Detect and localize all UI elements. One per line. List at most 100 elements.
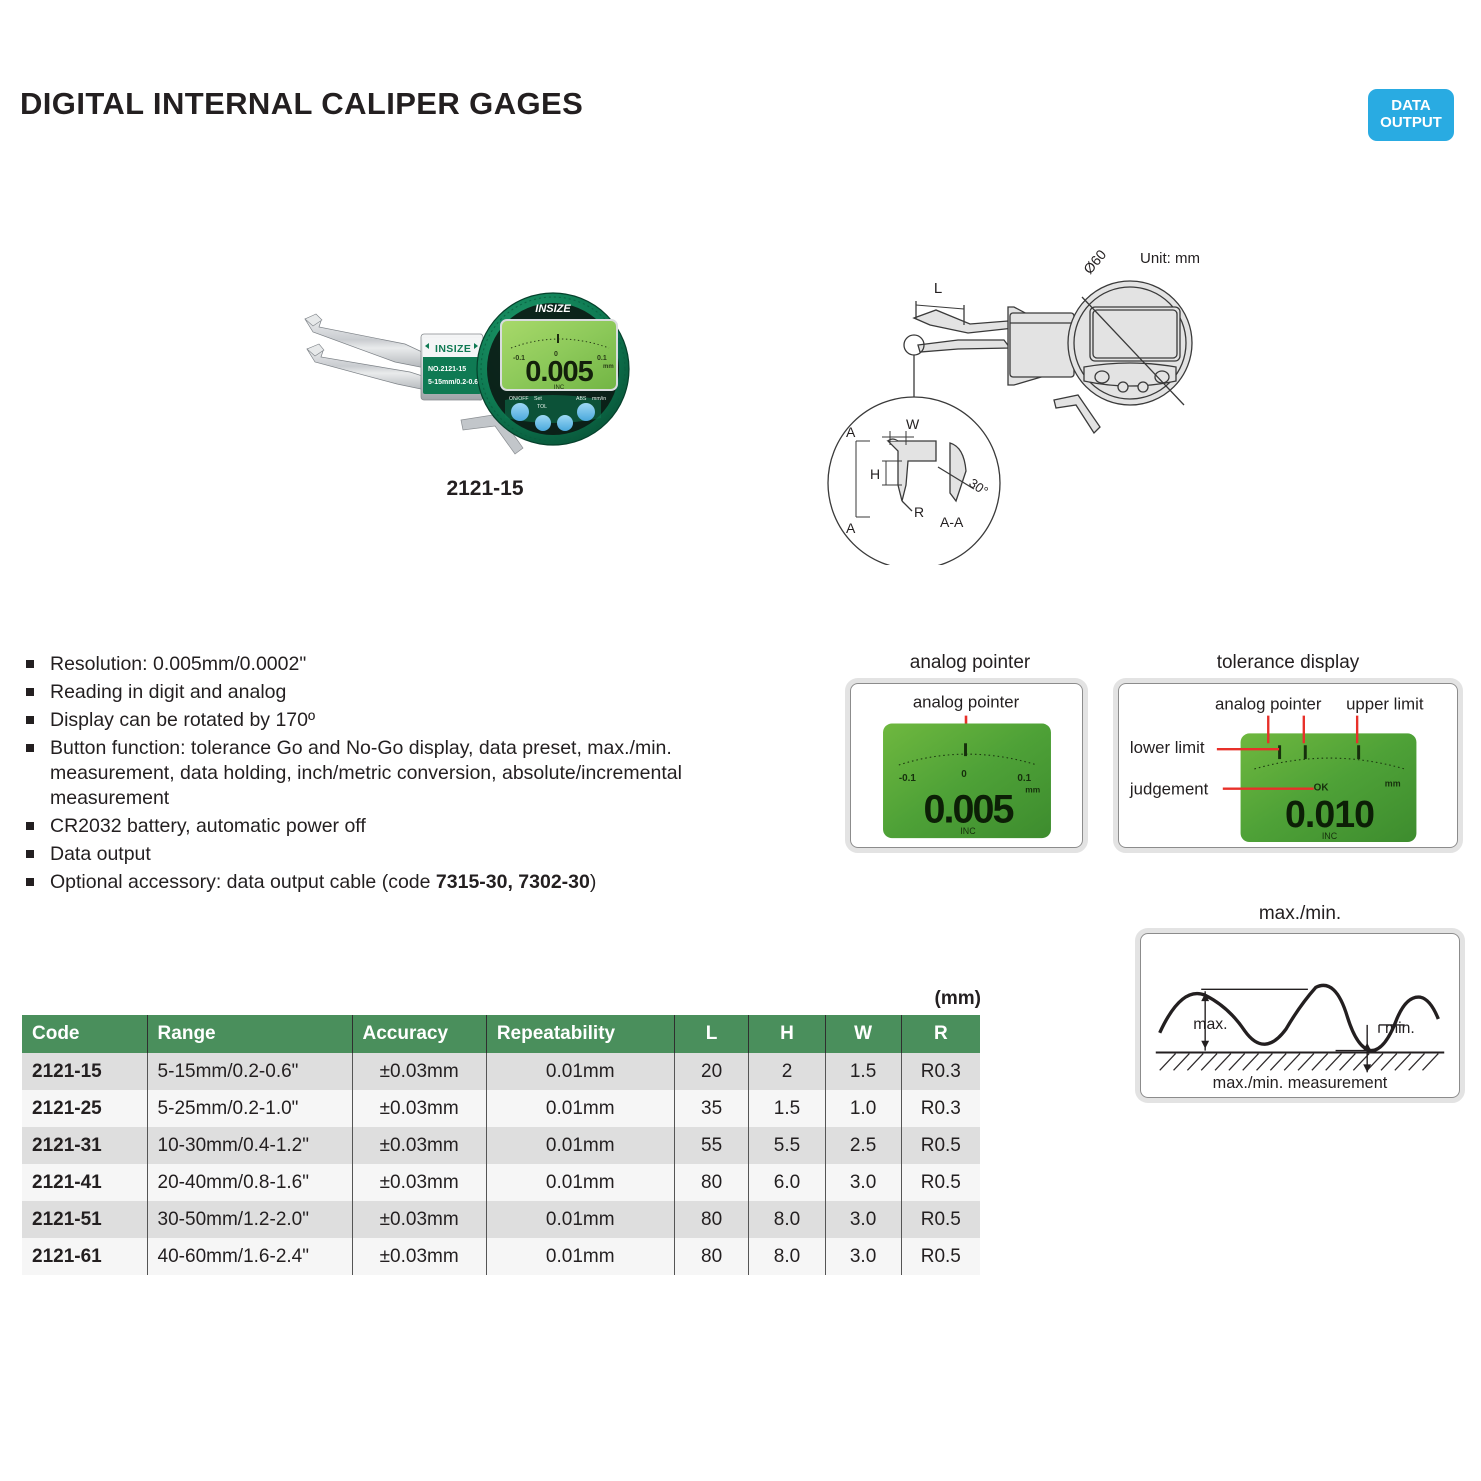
col-h: H (748, 1015, 826, 1053)
cell-repeatability: 0.01mm (486, 1164, 675, 1201)
feature-text: Resolution: 0.005mm/0.0002" (50, 653, 307, 675)
bullet-icon (26, 660, 34, 668)
bullet-icon (26, 744, 34, 752)
feature-text-optional: Optional accessory: data output cable (c… (50, 871, 597, 893)
feature-item: CR2032 battery, automatic power off (22, 814, 702, 839)
analog-panel-title: analog pointer (909, 652, 1031, 673)
feature-item: Optional accessory: data output cable (c… (22, 870, 702, 895)
col-repeatability: Repeatability (486, 1015, 675, 1053)
cell-w: 1.0 (825, 1090, 902, 1127)
cell-l: 80 (674, 1164, 750, 1201)
cell-r: R0.3 (920, 1097, 961, 1119)
tolerance-lcd-value: 0.010 (1285, 793, 1374, 835)
table-row: 2121-51 30-50mm/1.2-2.0" ±0.03mm 0.01mm … (22, 1201, 980, 1238)
body-label-range: 5-15mm/0.2-0.6" (428, 379, 482, 386)
spec-table: Code Range Accuracy Repeatability L H W … (22, 1015, 980, 1275)
angle-label: 30° (966, 475, 991, 499)
cell-l: 80 (674, 1201, 750, 1238)
col-accuracy: Accuracy (352, 1015, 487, 1053)
tolerance-panel-title: tolerance display (1216, 652, 1360, 673)
feature-item: Data output (22, 842, 702, 867)
cell-h: 5.5 (748, 1127, 826, 1164)
page-title: DIGITAL INTERNAL CALIPER GAGES (20, 86, 584, 121)
svg-text:INSIZE: INSIZE (535, 303, 571, 315)
dim-H: H (870, 466, 880, 482)
cell-accuracy: ±0.03mm (352, 1238, 487, 1275)
section-label: A-A (940, 514, 964, 530)
cell-code: 2121-25 (22, 1090, 148, 1127)
col-l: L (674, 1015, 750, 1053)
cell-code: 2121-15 (22, 1053, 148, 1090)
cell-l: 35 (674, 1090, 750, 1127)
cell-w: 3.0 (825, 1238, 902, 1275)
maxmin-panel: max. min. max./min. measurement (1135, 928, 1465, 1103)
tolerance-callout-lower: lower limit (1130, 738, 1205, 757)
analog-panel-inner: analog pointer -0.1 0 0.1 mm 0.005 INC (850, 683, 1083, 848)
analog-lcd-mode: INC (960, 826, 976, 836)
cell-l: 20 (674, 1053, 750, 1090)
profile-wave (1158, 983, 1440, 1053)
tolerance-lcd-mode: INC (1322, 831, 1338, 841)
cell-range: 30-50mm/1.2-2.0" (147, 1201, 353, 1238)
svg-text:0: 0 (554, 351, 558, 358)
svg-text:-0.1: -0.1 (513, 355, 525, 362)
svg-text:ABS: ABS (576, 396, 587, 402)
svg-text:0.1: 0.1 (597, 355, 607, 362)
tolerance-callout-judgement: judgement (1129, 780, 1209, 799)
maxmin-panel-title: max./min. (1258, 903, 1342, 924)
cell-h: 8.0 (748, 1201, 826, 1238)
maxmin-caption: max./min. measurement (1213, 1074, 1388, 1092)
cell-range: 40-60mm/1.6-2.4" (147, 1238, 353, 1275)
dim-W: W (906, 416, 920, 432)
cell-accuracy: ±0.03mm (352, 1053, 487, 1090)
table-body: 2121-15 5-15mm/0.2-0.6" ±0.03mm 0.01mm 2… (22, 1053, 980, 1275)
col-w: W (825, 1015, 902, 1053)
feature-item: Button function: tolerance Go and No-Go … (22, 736, 702, 811)
badge-line-2: OUTPUT (1380, 114, 1442, 131)
svg-text:mm/in: mm/in (592, 396, 606, 402)
data-output-badge: DATA OUTPUT (1368, 89, 1454, 141)
cell-code: 2121-51 (22, 1201, 148, 1238)
dim-L: L (934, 280, 942, 297)
detail-label-a-top: A (846, 424, 856, 440)
svg-text:INC: INC (554, 385, 565, 391)
cell-repeatability: 0.01mm (486, 1090, 675, 1127)
technical-drawing: Unit: mm Ø60 (818, 245, 1268, 565)
svg-text:TOL: TOL (537, 404, 547, 410)
cell-h: 6.0 (748, 1164, 826, 1201)
svg-text:0.005: 0.005 (525, 356, 593, 388)
svg-text:Set: Set (534, 396, 542, 402)
feature-text: Reading in digit and analog (50, 681, 287, 703)
cell-w: 3.0 (825, 1201, 902, 1238)
analog-pointer-panel: analog pointer -0.1 0 0.1 mm 0.005 INC (845, 678, 1088, 853)
tolerance-callout-upper: upper limit (1346, 695, 1424, 714)
feature-item: Display can be rotated by 170º (22, 708, 702, 733)
svg-text:mm: mm (1025, 785, 1040, 795)
table-unit-note: (mm) (934, 988, 981, 1009)
cell-code: 2121-31 (22, 1127, 148, 1164)
table-row: 2121-25 5-25mm/0.2-1.0" ±0.03mm 0.01mm 3… (22, 1090, 980, 1127)
badge-line-1: DATA (1391, 97, 1431, 115)
cell-range: 5-15mm/0.2-0.6" (147, 1053, 353, 1090)
cell-l: 80 (674, 1238, 750, 1275)
feature-text: Button function: tolerance Go and No-Go … (50, 737, 682, 809)
cell-code: 2121-41 (22, 1164, 148, 1201)
analog-callout-label: analog pointer (913, 693, 1020, 712)
table-row: 2121-61 40-60mm/1.6-2.4" ±0.03mm 0.01mm … (22, 1238, 980, 1275)
feature-item: Reading in digit and analog (22, 680, 702, 705)
cell-w: 3.0 (825, 1164, 902, 1201)
unit-note-drawing: Unit: mm (1140, 250, 1200, 267)
cell-accuracy: ±0.03mm (352, 1201, 487, 1238)
cell-repeatability: 0.01mm (486, 1238, 675, 1275)
cell-w: 2.5 (825, 1127, 902, 1164)
analog-lcd-value: 0.005 (923, 787, 1013, 831)
cell-h: 2 (748, 1053, 826, 1090)
diameter-label: Ø60 (1080, 246, 1109, 277)
cell-h: 1.5 (748, 1090, 826, 1127)
cell-accuracy: ±0.03mm (352, 1164, 487, 1201)
cell-r: R0.5 (920, 1208, 961, 1230)
cell-r: R0.5 (920, 1134, 961, 1156)
cell-l: 55 (674, 1127, 750, 1164)
col-r: R (901, 1015, 980, 1053)
